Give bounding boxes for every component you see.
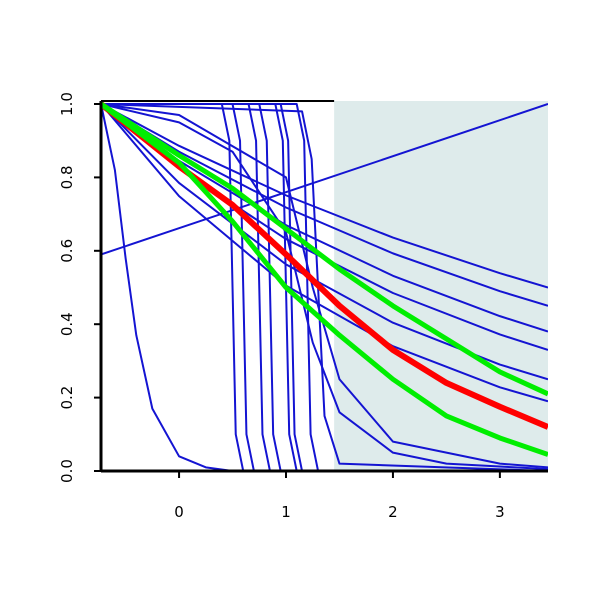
curve [101, 103, 548, 471]
curve [101, 103, 548, 471]
curve [101, 103, 548, 403]
x-tick-label: 0 [174, 503, 184, 521]
y-tick-label: 0.4 [58, 312, 76, 336]
x-tick-label: 3 [495, 503, 505, 521]
curve [101, 103, 548, 381]
y-tick-label: 0.2 [58, 386, 76, 410]
x-tick-label: 1 [281, 503, 291, 521]
curve [101, 103, 548, 469]
curve [101, 101, 548, 397]
curve [101, 102, 548, 457]
curve [101, 103, 548, 307]
y-tick-label: 1.0 [58, 92, 76, 116]
curve [101, 103, 548, 256]
curve [101, 103, 548, 289]
y-tick-label: 0.6 [58, 239, 76, 263]
x-tick-label: 2 [388, 503, 398, 521]
y-tick-label: 0.8 [58, 165, 76, 189]
y-tick-label: 0.0 [58, 459, 76, 483]
